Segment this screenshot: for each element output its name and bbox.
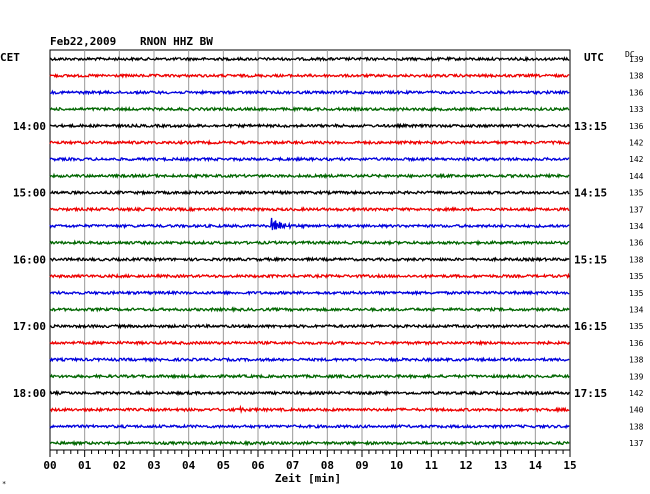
dc-offset-value: 135 xyxy=(629,289,644,298)
x-tick-label: 02 xyxy=(113,459,126,472)
x-tick-label: 05 xyxy=(217,459,230,472)
minute-gridlines xyxy=(84,50,536,450)
left-hour-label: 15:00 xyxy=(13,187,46,200)
x-tick-label: 04 xyxy=(182,459,196,472)
right-hour-label: 13:15 xyxy=(574,120,607,133)
seismic-trace xyxy=(49,256,570,263)
dc-offset-value: 142 xyxy=(629,389,644,398)
plot-frame xyxy=(49,49,571,451)
seismic-trace xyxy=(49,439,570,447)
x-tick-label: 00 xyxy=(43,459,56,472)
x-tick-label: 14 xyxy=(529,459,543,472)
seismic-traces xyxy=(49,55,570,447)
right-hour-label: 16:15 xyxy=(574,320,607,333)
seismic-trace xyxy=(49,306,570,314)
seismic-trace xyxy=(49,189,570,196)
dc-offset-value: 139 xyxy=(629,55,644,64)
x-tick-label: 01 xyxy=(78,459,92,472)
dc-column-label: DC xyxy=(625,50,635,59)
corner-mark: * xyxy=(2,480,6,488)
station-label: RNON HHZ BW xyxy=(140,35,213,48)
seismic-trace xyxy=(49,139,570,146)
seismic-trace xyxy=(49,373,570,380)
x-tick-label: 07 xyxy=(286,459,299,472)
dc-offset-value: 134 xyxy=(629,306,644,315)
dc-offset-value: 135 xyxy=(629,272,644,281)
seismic-trace xyxy=(49,89,570,96)
dc-offset-value: 138 xyxy=(629,255,644,264)
dc-offset-value: 137 xyxy=(629,439,644,448)
x-tick-label: 13 xyxy=(494,459,507,472)
dc-offset-value: 136 xyxy=(629,339,644,348)
left-hour-label: 14:00 xyxy=(13,120,46,133)
dc-offset-value: 137 xyxy=(629,205,644,214)
left-hour-label: 17:00 xyxy=(13,320,46,333)
dc-offset-value: 134 xyxy=(629,222,644,231)
seismic-trace xyxy=(49,423,570,430)
dc-offset-value: 136 xyxy=(629,239,644,248)
dc-offset-value: 136 xyxy=(629,88,644,97)
left-hour-label: 18:00 xyxy=(13,387,46,400)
x-tick-label: 03 xyxy=(147,459,160,472)
seismic-trace xyxy=(49,289,570,297)
dc-offset-value: 136 xyxy=(629,122,644,131)
seismic-trace xyxy=(49,172,570,180)
seismic-trace xyxy=(49,239,570,246)
seismic-trace xyxy=(49,122,570,130)
seismic-trace xyxy=(50,404,570,415)
dc-offset-value: 142 xyxy=(629,139,644,148)
dc-offset-labels: 139 138 136 133 136 142 142 144 135 137 134 136 138 1… xyxy=(629,55,644,448)
x-tick-label: 06 xyxy=(251,459,265,472)
dc-offset-value: 142 xyxy=(629,155,644,164)
seismic-trace xyxy=(49,217,570,231)
seismic-trace xyxy=(49,356,570,363)
seismic-trace xyxy=(49,339,570,347)
dc-offset-value: 140 xyxy=(629,406,644,415)
right-hour-label: 15:15 xyxy=(574,253,607,266)
seismic-trace xyxy=(49,55,570,63)
seismic-trace xyxy=(49,272,570,280)
seismic-trace xyxy=(49,156,570,163)
left-timezone-label: CET xyxy=(0,51,20,64)
dc-offset-value: 138 xyxy=(629,356,644,365)
seismic-trace xyxy=(49,389,570,397)
seismic-trace xyxy=(49,206,570,213)
right-hour-label: 17:15 xyxy=(574,387,607,400)
seismic-trace xyxy=(49,322,570,330)
date-label: Feb22,2009 xyxy=(50,35,116,48)
dc-offset-value: 135 xyxy=(629,322,644,331)
dc-offset-value: 138 xyxy=(629,422,644,431)
left-hour-label: 16:00 xyxy=(13,253,46,266)
right-timezone-label: UTC xyxy=(584,51,604,64)
seismic-trace xyxy=(49,105,570,113)
x-tick-label: 08 xyxy=(321,459,334,472)
dc-offset-value: 133 xyxy=(629,105,644,114)
x-tick-label: 10 xyxy=(390,459,403,472)
x-axis-title: Zeit [min] xyxy=(275,472,341,485)
x-tick-label: 15 xyxy=(563,459,576,472)
dc-offset-value: 135 xyxy=(629,189,644,198)
dc-offset-value: 138 xyxy=(629,72,644,81)
dc-offset-value: 139 xyxy=(629,372,644,381)
dc-offset-value: 144 xyxy=(629,172,644,181)
hour-labels: 14:00 15:00 16:00 17:00 18:00 13:15 14:15 15:15… xyxy=(13,120,607,400)
x-tick-label: 12 xyxy=(459,459,472,472)
x-tick-label: 11 xyxy=(425,459,439,472)
x-axis: 00 01 02 03 04 05 06 07 08 09 10 11 12 13 14 15 xyxy=(43,450,577,472)
seismic-trace xyxy=(49,72,570,79)
right-hour-label: 14:15 xyxy=(574,187,607,200)
x-tick-label: 09 xyxy=(355,459,368,472)
